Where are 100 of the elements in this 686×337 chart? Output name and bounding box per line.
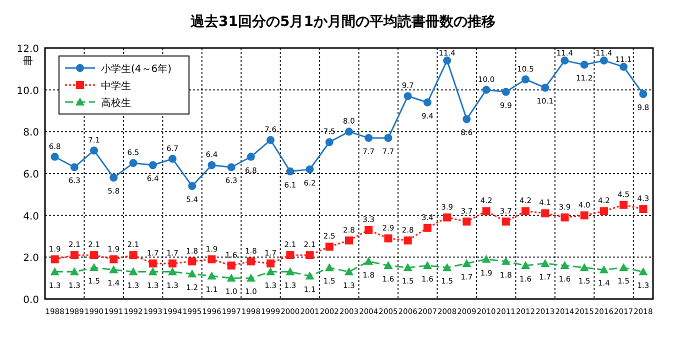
point <box>619 263 628 272</box>
ytick: 12.0 <box>16 44 39 55</box>
point <box>384 261 393 270</box>
ytick: 10.0 <box>16 86 39 97</box>
title: 過去31回分の5月1か月間の平均読書冊数の推移 <box>190 14 496 30</box>
point <box>384 234 392 242</box>
point <box>638 267 648 276</box>
point <box>306 251 314 260</box>
point <box>404 92 412 100</box>
point <box>482 86 490 94</box>
point <box>70 251 78 260</box>
point <box>580 263 589 272</box>
point <box>522 207 530 216</box>
point <box>422 261 432 270</box>
point <box>522 75 530 84</box>
point <box>482 207 490 216</box>
ytick: 8.0 <box>23 128 39 139</box>
point <box>286 251 294 260</box>
point <box>462 218 471 226</box>
point <box>148 259 157 268</box>
point <box>227 163 236 172</box>
point <box>620 62 628 71</box>
point <box>541 84 550 92</box>
legend-label: 小学生(4～6年) <box>101 63 172 75</box>
point <box>462 115 471 124</box>
point <box>482 254 491 263</box>
point <box>600 56 608 65</box>
point <box>620 200 628 209</box>
point <box>325 138 334 146</box>
point <box>208 161 216 170</box>
point <box>246 274 256 282</box>
point <box>423 98 432 106</box>
point <box>168 154 176 163</box>
point <box>580 60 588 69</box>
point <box>540 258 550 267</box>
point <box>502 88 510 96</box>
ylabel: 冊 <box>23 56 33 67</box>
legend-label: 高校生 <box>101 97 131 109</box>
point <box>50 255 59 264</box>
point <box>129 251 138 260</box>
point <box>306 165 314 174</box>
point <box>541 209 550 218</box>
point <box>286 267 295 276</box>
point <box>502 218 510 226</box>
point <box>266 136 275 144</box>
point <box>188 269 197 278</box>
point <box>580 211 588 220</box>
point <box>364 226 373 234</box>
point <box>599 265 608 274</box>
point <box>384 134 392 142</box>
point <box>208 255 216 264</box>
point <box>266 259 275 268</box>
point <box>148 161 157 170</box>
point <box>266 267 276 276</box>
point <box>226 274 236 282</box>
point <box>50 267 60 276</box>
point <box>227 262 236 270</box>
point <box>325 242 334 251</box>
point <box>501 256 510 265</box>
point <box>462 258 472 267</box>
point <box>129 159 138 168</box>
legend-label: 中学生 <box>101 80 131 92</box>
ytick: 4.0 <box>23 211 39 222</box>
point <box>423 224 432 232</box>
point <box>305 271 314 280</box>
point <box>110 174 118 182</box>
point <box>345 128 353 136</box>
point <box>442 263 452 272</box>
point <box>109 265 118 274</box>
point <box>110 255 118 264</box>
point <box>345 236 353 244</box>
ytick: 0.0 <box>23 295 39 306</box>
point <box>207 271 216 280</box>
point <box>246 152 255 161</box>
point <box>639 90 648 98</box>
point <box>246 257 255 266</box>
point <box>364 256 374 265</box>
point <box>521 261 530 270</box>
point <box>286 167 294 176</box>
point <box>344 267 354 276</box>
point <box>168 267 177 276</box>
point <box>403 263 412 272</box>
point <box>90 263 99 272</box>
point <box>188 182 196 190</box>
point <box>90 251 98 260</box>
point <box>50 152 59 161</box>
point <box>148 267 158 276</box>
point <box>404 236 412 244</box>
point <box>560 56 569 65</box>
point <box>188 257 196 266</box>
point <box>560 261 570 270</box>
point <box>324 263 334 272</box>
point <box>168 259 176 268</box>
ytick: 6.0 <box>23 170 39 180</box>
point <box>443 56 452 65</box>
point <box>600 207 608 216</box>
point <box>364 134 373 142</box>
point <box>443 213 452 222</box>
ytick: 2.0 <box>23 253 39 264</box>
point <box>639 205 648 214</box>
